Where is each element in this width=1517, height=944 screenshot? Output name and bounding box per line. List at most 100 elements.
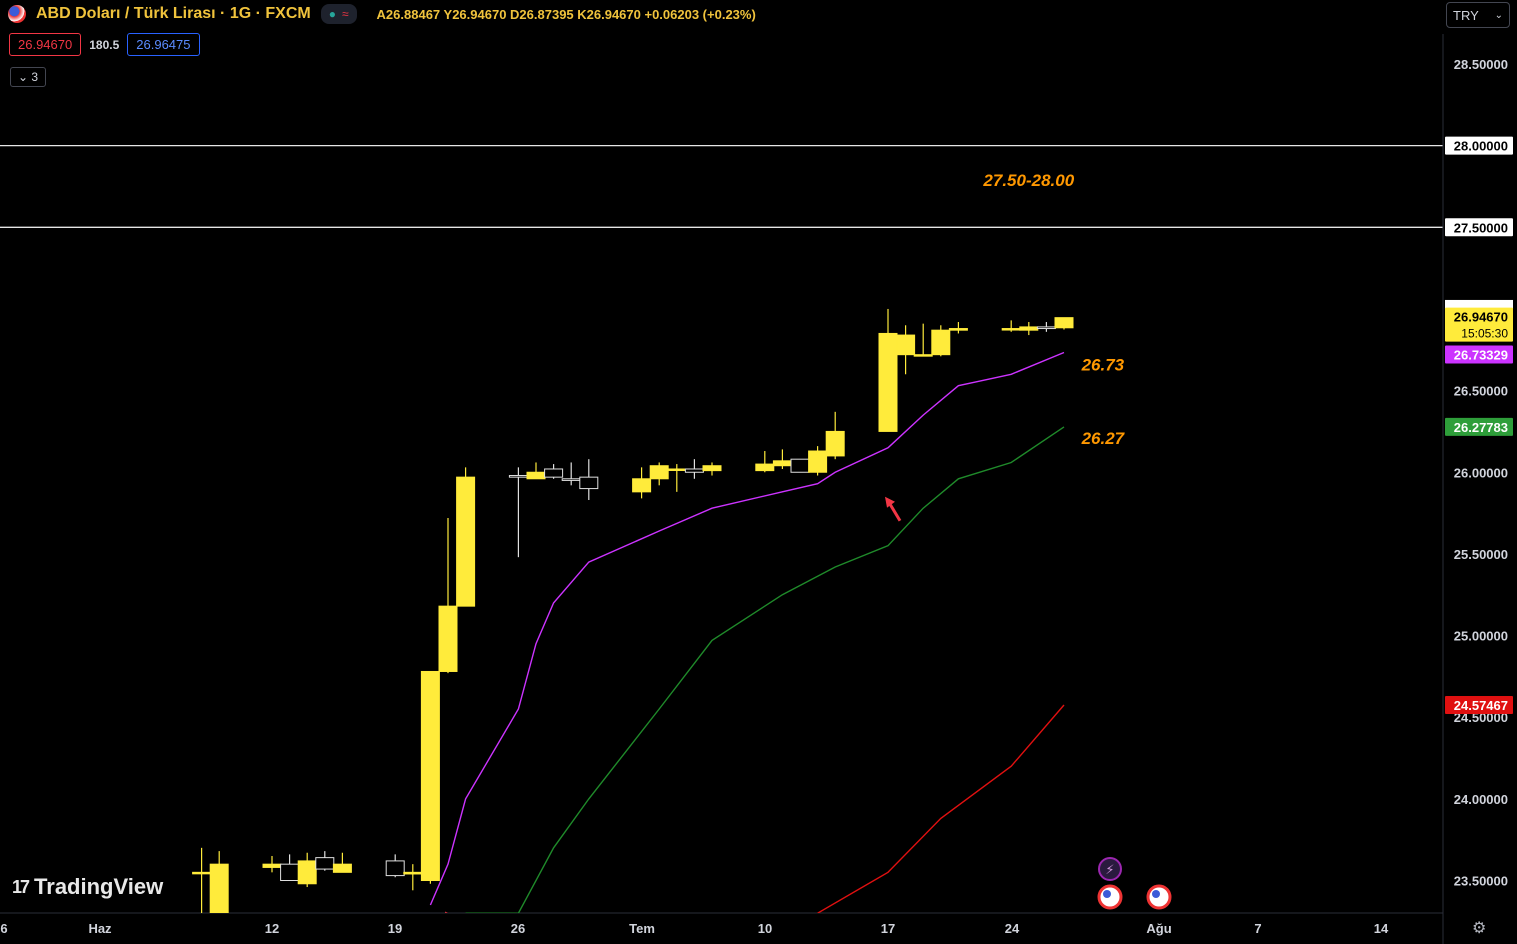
candle <box>315 851 335 871</box>
level-label-27-5-bg <box>1445 218 1513 237</box>
level-label-27-5: 27.50000 <box>1454 220 1508 235</box>
candle-body <box>280 863 300 881</box>
candle-body <box>526 471 546 480</box>
chart-annotation: 26.73 <box>1081 356 1125 375</box>
market-status[interactable]: ● ≈ <box>320 4 357 24</box>
candle-body <box>332 863 352 873</box>
x-tick-label: Ağu <box>1146 921 1171 936</box>
candle <box>526 462 546 480</box>
candle-body <box>632 478 652 493</box>
ema-short-label: 26.73329 <box>1454 348 1508 363</box>
candle-body <box>385 860 405 877</box>
chevron-down-icon: ⌄ <box>18 70 29 84</box>
ema-mid-label: 26.27783 <box>1454 420 1508 435</box>
sell-button[interactable]: 26.94670 <box>9 33 82 56</box>
candle-body <box>209 863 229 913</box>
y-tick-label: 23.50000 <box>1454 874 1508 889</box>
candle-body <box>772 460 792 467</box>
candle <box>1019 322 1039 336</box>
candle-body <box>262 863 282 868</box>
candle <box>280 854 300 881</box>
candle <box>1001 320 1021 332</box>
us-flag-event-icon <box>1146 884 1172 910</box>
candle <box>772 449 792 469</box>
y-tick-label: 26.00000 <box>1454 465 1508 480</box>
candle <box>684 459 704 479</box>
indicator-count: 3 <box>31 70 39 84</box>
candle-body <box>896 334 916 356</box>
buy-button[interactable]: 26.96475 <box>127 33 200 56</box>
candle <box>808 446 828 476</box>
candle-body <box>755 463 775 472</box>
x-tick-label: 24 <box>1005 921 1020 936</box>
candle-body <box>579 476 599 490</box>
annotation-arrow-head <box>445 911 448 913</box>
chevron-down-icon: ⌄ <box>1494 9 1503 21</box>
market-open-icon: ● <box>328 7 336 21</box>
candle-body <box>1054 317 1074 329</box>
x-tick-label: 14 <box>1374 921 1389 936</box>
candle <box>931 325 951 357</box>
ohlc-values: A26.88467 Y26.94670 D26.87395 K26.94670 … <box>376 6 756 22</box>
trade-buttons: 26.94670 180.5 26.96475 <box>9 33 200 56</box>
candle-body <box>561 478 581 481</box>
level-label-28: 28.00000 <box>1454 139 1508 154</box>
y-tick-label: 26.50000 <box>1454 384 1508 399</box>
ema-long-line <box>817 704 1065 913</box>
candle <box>790 458 810 473</box>
candle-body <box>790 458 810 473</box>
candle-body <box>420 670 440 882</box>
candle-body <box>192 871 212 875</box>
candle-body <box>1001 328 1021 331</box>
indicators-toggle[interactable]: ⌄ 3 <box>10 67 47 87</box>
current-price-label: 26.94670 <box>1454 310 1508 325</box>
currency-select[interactable]: TRY ⌄ <box>1446 2 1510 28</box>
candle <box>579 459 599 501</box>
current-price-label-bg <box>1445 307 1513 342</box>
candle <box>755 451 775 473</box>
ema-long-label: 24.57467 <box>1454 698 1508 713</box>
lightning-icon: ⚡ <box>1105 863 1114 878</box>
symbol-title[interactable]: ABD Doları / Türk Lirası · 1G · FXCM <box>36 5 311 22</box>
chart-annotation: 27.50-28.00 <box>982 171 1074 190</box>
candle-body <box>456 476 476 607</box>
candle <box>385 854 405 878</box>
x-tick-label: 17 <box>881 921 895 936</box>
candle <box>438 517 458 674</box>
candle <box>948 322 968 334</box>
candle <box>896 325 916 375</box>
candle-body <box>931 329 951 356</box>
x-tick-label: 19 <box>388 921 402 936</box>
candle-body <box>508 475 528 478</box>
x-tick-label: 6 <box>0 921 7 936</box>
ema-short-label-bg <box>1445 345 1513 364</box>
candle <box>456 467 476 607</box>
candle-body <box>1036 326 1056 330</box>
candle <box>508 467 528 558</box>
gear-icon[interactable]: ⚙ <box>1472 920 1487 937</box>
x-tick-label: 12 <box>265 921 279 936</box>
tradingview-logo-icon: 17 <box>12 876 30 897</box>
candle <box>825 411 845 460</box>
ema-long-label-bg <box>1445 696 1513 715</box>
candle <box>1036 322 1056 332</box>
candle <box>1054 317 1074 330</box>
candle <box>297 852 317 888</box>
candle <box>209 851 229 913</box>
ema-short-line <box>429 351 1065 906</box>
y-tick-label: 28.50000 <box>1454 57 1508 72</box>
lightning-event-icon <box>1098 857 1122 881</box>
candle <box>561 462 581 486</box>
tradingview-logo: 17 TradingView <box>12 874 163 900</box>
x-tick-label: 10 <box>758 921 772 936</box>
annotation-arrow-head <box>885 496 895 508</box>
flag-canton <box>1152 890 1160 898</box>
us-flag-event-icon <box>1097 884 1123 910</box>
candle-body <box>438 605 458 672</box>
x-tick-label: Tem <box>629 921 655 936</box>
x-tick-label: 26 <box>511 921 525 936</box>
candle-body <box>948 328 968 331</box>
candle <box>632 467 652 499</box>
candle <box>702 462 722 476</box>
